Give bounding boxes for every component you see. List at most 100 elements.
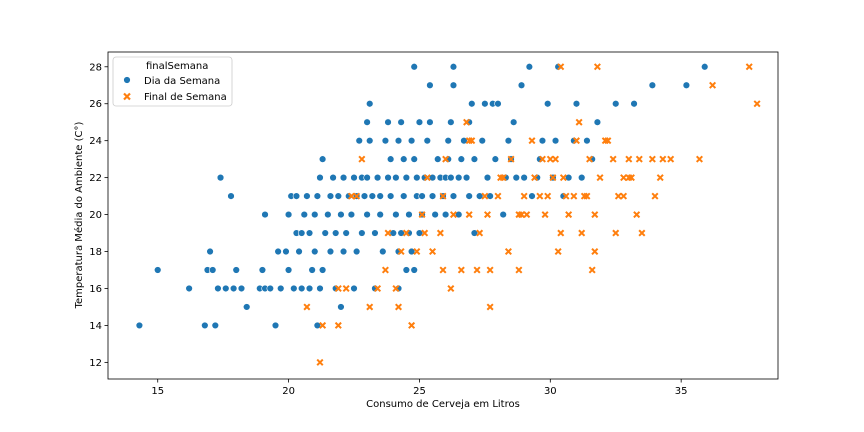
data-point-final-de-semana (423, 174, 431, 182)
data-point-dia-da-semana (305, 284, 314, 293)
data-point-final-de-semana (449, 211, 457, 219)
data-point-dia-da-semana (284, 266, 293, 274)
data-point-final-de-semana (593, 63, 601, 71)
data-point-final-de-semana (413, 248, 421, 256)
data-point-dia-da-semana (339, 247, 348, 256)
data-point-dia-da-semana (407, 136, 416, 145)
data-point-dia-da-semana (185, 284, 193, 293)
data-point-dia-da-semana (428, 173, 437, 182)
x-tick-label: 25 (413, 386, 426, 397)
data-point-final-de-semana (538, 155, 546, 163)
data-point-final-de-semana (476, 229, 484, 237)
data-point-dia-da-semana (313, 321, 322, 330)
y-tick-label: 18 (89, 247, 102, 258)
data-point-dia-da-semana (381, 136, 390, 145)
data-point-dia-da-semana (331, 229, 340, 237)
data-point-dia-da-semana (583, 136, 591, 145)
data-point-final-de-semana (544, 192, 552, 200)
data-point-dia-da-semana (455, 210, 463, 219)
data-point-final-de-semana (481, 192, 489, 200)
data-point-final-de-semana (358, 155, 366, 163)
data-point-dia-da-semana (481, 100, 489, 108)
data-point-final-de-semana (436, 229, 444, 237)
data-point-dia-da-semana (397, 229, 405, 237)
y-tick-label: 16 (89, 284, 102, 295)
data-point-dia-da-semana (363, 118, 371, 126)
legend-label-final-de-semana: Final de Semana (144, 92, 227, 103)
data-point-final-de-semana (557, 63, 565, 71)
data-point-final-de-semana (465, 137, 473, 145)
data-point-dia-da-semana (308, 266, 316, 274)
data-point-final-de-semana (334, 321, 342, 329)
data-point-dia-da-semana (648, 81, 657, 89)
data-point-dia-da-semana (266, 284, 274, 293)
data-point-dia-da-semana (337, 303, 345, 311)
data-point-dia-da-semana (326, 247, 335, 256)
data-point-dia-da-semana (470, 155, 479, 163)
data-point-dia-da-semana (371, 229, 379, 237)
data-point-final-de-semana (392, 284, 400, 292)
data-point-final-de-semana (667, 155, 675, 163)
data-point-dia-da-semana (284, 210, 293, 219)
data-point-final-de-semana (625, 174, 633, 182)
data-point-final-de-semana (651, 192, 659, 200)
data-point-final-de-semana (494, 192, 502, 200)
data-point-dia-da-semana (499, 210, 507, 219)
data-point-dia-da-semana (460, 136, 468, 145)
data-point-final-de-semana (580, 192, 588, 200)
legend-title: finalSemana (146, 61, 208, 72)
data-point-dia-da-semana (316, 173, 324, 182)
data-point-dia-da-semana (494, 100, 502, 108)
x-tick-label: 15 (151, 386, 164, 397)
data-point-dia-da-semana (292, 192, 301, 200)
data-point-dia-da-semana (282, 247, 290, 256)
data-point-dia-da-semana (400, 192, 408, 200)
data-point-dia-da-semana (227, 192, 235, 200)
data-point-dia-da-semana (426, 118, 434, 126)
data-point-final-de-semana (638, 229, 646, 237)
data-point-final-de-semana (507, 155, 515, 163)
data-point-dia-da-semana (682, 81, 691, 89)
data-point-dia-da-semana (303, 192, 311, 200)
data-point-dia-da-semana (386, 155, 395, 163)
data-point-dia-da-semana (384, 118, 392, 126)
data-point-dia-da-semana (415, 229, 424, 237)
data-point-dia-da-semana (379, 247, 387, 256)
data-point-final-de-semana (709, 81, 717, 89)
legend-marker-dia-da-semana (123, 76, 131, 84)
x-tick-label: 20 (282, 386, 295, 397)
data-point-dia-da-semana (366, 100, 374, 108)
data-point-dia-da-semana (538, 136, 547, 145)
data-point-final-de-semana (421, 229, 429, 237)
data-point-dia-da-semana (201, 321, 209, 330)
data-point-dia-da-semana (232, 266, 240, 274)
data-point-dia-da-semana (350, 173, 358, 182)
data-point-dia-da-semana (389, 229, 397, 237)
data-point-final-de-semana (541, 211, 549, 219)
data-point-final-de-semana (366, 303, 374, 311)
data-point-dia-da-semana (297, 284, 306, 293)
data-point-dia-da-semana (418, 192, 426, 200)
data-point-final-de-semana (316, 358, 324, 366)
data-point-final-de-semana (439, 192, 447, 200)
data-point-dia-da-semana (295, 247, 303, 256)
data-point-dia-da-semana (237, 284, 246, 293)
data-point-final-de-semana (531, 174, 539, 182)
data-point-final-de-semana (342, 284, 350, 292)
data-point-dia-da-semana (572, 100, 581, 108)
data-point-dia-da-semana (358, 229, 366, 237)
data-point-dia-da-semana (486, 192, 494, 200)
legend-label-dia-da-semana: Dia da Semana (144, 76, 220, 87)
data-point-dia-da-semana (468, 100, 476, 108)
data-point-dia-da-semana (329, 173, 337, 182)
data-point-final-de-semana (572, 137, 580, 145)
data-point-dia-da-semana (407, 247, 416, 256)
data-point-dia-da-semana (400, 155, 408, 163)
data-point-final-de-semana (334, 284, 342, 292)
data-point-dia-da-semana (551, 136, 560, 145)
data-point-final-de-semana (499, 174, 507, 182)
data-point-dia-da-semana (543, 100, 552, 108)
y-tick-label: 14 (89, 321, 102, 332)
data-point-final-de-semana (447, 284, 455, 292)
series-final-de-semana (303, 63, 761, 366)
